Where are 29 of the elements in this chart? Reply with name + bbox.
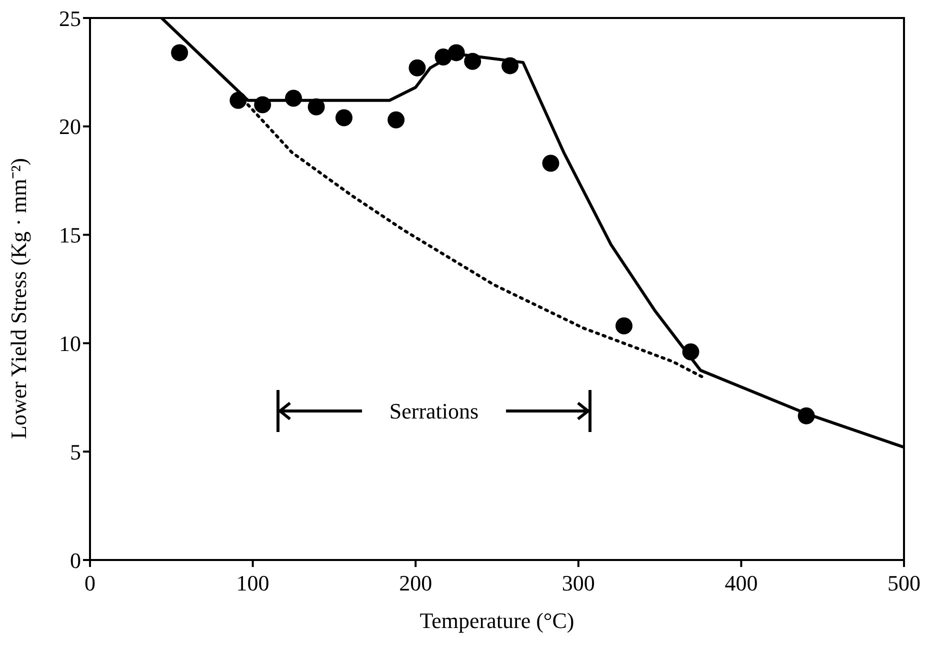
y-tick-label: 10 (59, 331, 81, 356)
point (308, 98, 325, 116)
x-tick-label: 500 (888, 570, 920, 596)
point (171, 44, 188, 62)
point (254, 96, 272, 114)
point (230, 92, 247, 109)
point (682, 343, 700, 360)
point (542, 154, 560, 172)
point (502, 57, 519, 74)
point (335, 109, 352, 126)
y-axis-title: Lower Yield Stress (Kg · mm⁻²) (6, 158, 31, 439)
y-tick-label: 20 (59, 114, 81, 140)
point (408, 59, 426, 76)
point (388, 111, 405, 128)
x-tick-label: 100 (236, 570, 270, 596)
point (285, 90, 302, 107)
point (464, 52, 482, 70)
x-tick-label: 200 (399, 570, 432, 596)
x-tick-label: 400 (724, 570, 758, 596)
y-tick-label: 15 (59, 222, 81, 248)
annotation: Serrations (389, 398, 479, 424)
point (615, 317, 632, 334)
point (798, 407, 815, 424)
y-tick-label: 0 (70, 548, 81, 573)
point (448, 44, 465, 62)
x-tick-label: 300 (562, 570, 595, 596)
y-tick-label: 25 (59, 6, 81, 31)
x-axis-title: Temperature (°C) (420, 608, 574, 633)
y-tick-label: 5 (70, 439, 81, 464)
